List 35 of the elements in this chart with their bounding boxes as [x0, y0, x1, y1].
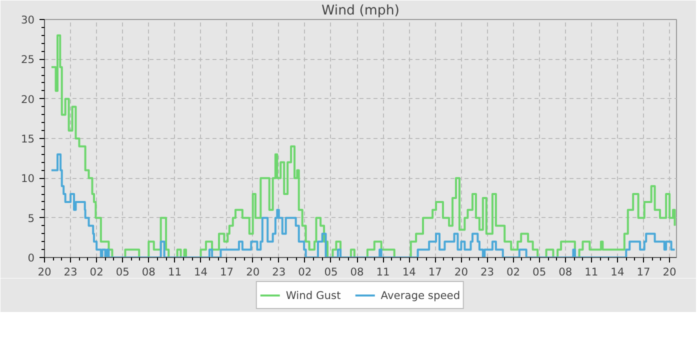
x-tick-label: 08 [558, 266, 572, 278]
x-tick-label: 05 [116, 266, 130, 278]
y-tick-label: 15 [20, 132, 35, 146]
legend-label: Average speed [380, 288, 460, 302]
x-tick-label: 20 [246, 266, 260, 278]
x-tick-label: 02 [506, 266, 520, 278]
x-tick-label: 05 [532, 266, 546, 278]
x-tick-label: 05 [324, 266, 338, 278]
x-tick-label: 11 [584, 266, 598, 278]
y-tick-label: 30 [20, 14, 35, 26]
x-tick-label: 08 [350, 266, 364, 278]
y-tick-label: 5 [28, 212, 34, 225]
x-tick-label: 11 [168, 266, 182, 278]
x-tick-label: 20 [454, 266, 468, 278]
x-tick-label: 02 [298, 266, 312, 278]
legend-label: Wind Gust [286, 288, 341, 302]
x-tick-label: 14 [194, 266, 208, 278]
x-tick-label: 14 [610, 266, 624, 278]
y-tick-label: 10 [20, 172, 35, 186]
x-tick-label: 11 [376, 266, 390, 278]
x-tick-label: 17 [428, 266, 442, 278]
x-tick-label: 14 [402, 266, 416, 278]
x-tick-label: 17 [636, 266, 650, 278]
x-tick-label: 23 [480, 266, 494, 278]
x-tick-label: 02 [90, 266, 104, 278]
x-tick-label: 08 [142, 266, 156, 278]
x-tick-label: 23 [272, 266, 286, 278]
x-tick-label: 23 [64, 266, 78, 278]
y-tick-label: 20 [20, 92, 35, 106]
x-tick-label: 20 [38, 266, 52, 278]
y-tick-label: 25 [20, 53, 35, 66]
y-tick-label: 0 [28, 252, 35, 264]
chart-title: Wind (mph) [321, 4, 400, 18]
x-tick-label: 20 [662, 266, 677, 278]
x-tick-label: 17 [220, 266, 234, 278]
